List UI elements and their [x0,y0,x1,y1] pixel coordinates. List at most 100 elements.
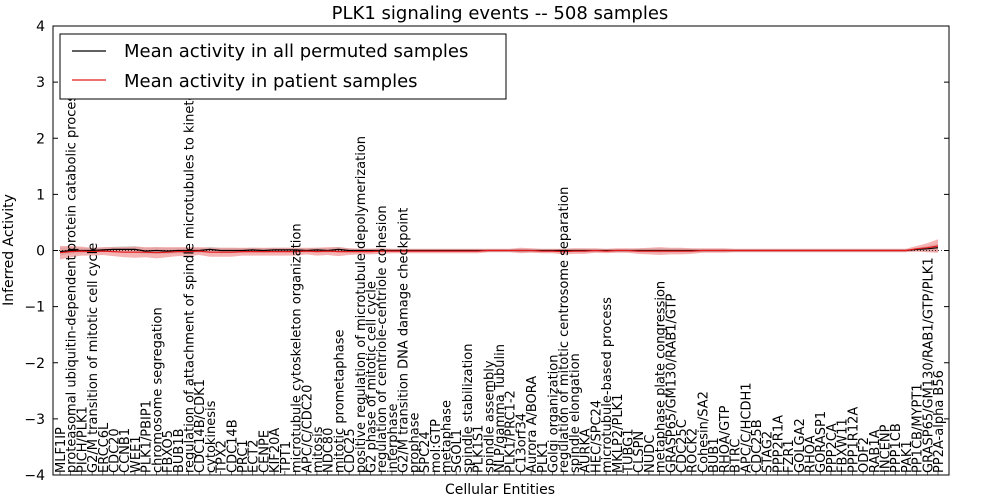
x-tick-label: NDC80 [322,428,337,473]
legend-label-patient: Mean activity in patient samples [124,71,418,92]
x-tick-label: spindle assembly [482,360,497,473]
x-tick-label: AURKA [579,428,594,473]
legend-label-permuted: Mean activity in all permuted samples [124,41,468,62]
x-tick-label: GORASP1 [814,411,829,473]
x-tick-label: KIF20A [268,428,283,473]
x-tick-label: G2 phase of mitotic cell cycle [365,281,380,473]
x-tick-label: TPX2 [215,440,230,474]
x-tick-label: TPT1 [279,441,294,474]
x-tick-label: C13orf34 [514,413,529,473]
x-tick-label: PRC1 [236,439,251,473]
x-tick-label: FBXW11 [836,418,851,473]
x-tick-label: APC/C/HCDH1 [739,382,754,473]
x-tick-label: ROCK2 [686,428,701,473]
y-tick-label: −1 [24,300,45,316]
x-tick-label: NLP/gamma Tubulin [493,344,508,473]
y-axis-label: Inferred Activity [1,194,17,306]
x-tick-label: microtubule cytoskeleton organization [290,223,305,473]
y-axis: 4 3 2 1 0 −1 −2 −3 −4 [24,19,949,484]
x-tick-label: ECT2 [247,439,262,473]
x-tick-label: CDC14B [225,419,240,473]
x-tick-label: PPP1CB [889,423,904,473]
x-tick-label: CDC25B [750,419,765,473]
x-tick-label: RHOA [804,435,819,473]
x-tick-label: MLF1IP [54,427,69,473]
x-tick-label: BUB1B [172,428,187,473]
x-tick-label: positive regulation of microtubule depol… [354,136,369,473]
x-tick-label: G2/M transition of mitotic cell cycle [86,243,101,473]
x-tick-label: PLK1/PRC1-2 [504,390,519,473]
x-tick-label: CENPE [257,430,272,473]
plot-area [53,239,949,260]
y-tick-label: −3 [24,412,45,428]
x-tick-label: PLK1/PBIP1 [140,400,155,473]
y-tick-label: −4 [24,468,45,484]
x-tick-label: RHOA/GTP [718,405,733,473]
x-tick-label: regulation of centriole-centriole cohesi… [375,205,390,473]
x-tick-label: mitosis [311,426,326,473]
x-tick-label: spindle stabilization [461,344,476,474]
x-tick-label: ERCC6L [97,422,112,473]
x-tick-label: NUDC [643,435,658,473]
x-tick-label: SGOL1 [450,429,465,473]
x-tick-label: PICH/PLK1 [75,406,90,473]
x-tick-label: FZR1 [782,439,797,473]
x-tick-label: GRASP65/GM130/RAB1/GTP/PLK1 [921,257,936,473]
x-tick-label: Golgi organization [547,355,562,473]
x-tick-label: interphase [386,403,401,473]
x-tick-label: GRASP65/GM130/RAB1/GTP [664,294,679,473]
y-tick-label: 0 [36,244,45,260]
legend: Mean activity in all permuted samples Me… [59,33,507,100]
x-tick-label: BUB1 [707,437,722,473]
y-tick-label: −2 [24,356,45,372]
x-tick-label: HEC/SPC24 [589,400,604,473]
x-tick-label: mitotic prometaphase [332,329,347,473]
x-tick-label: CLSPN [632,431,647,473]
x-tick-label: APC/C/CDC20 [300,385,315,473]
x-tick-label: regulation of attachment of spindle micr… [183,56,198,473]
x-tick-label: metaphase plate congression [654,281,669,473]
x-tick-label: Aurora A/BORA [525,376,540,473]
x-tick-label: CCNB1 [118,428,133,473]
x-tick-label: PLK1S1 [472,425,487,473]
x-tick-label: Cohesin/SA2 [696,391,711,473]
x-tick-label: PLK1 [536,441,551,473]
x-tick-label: metaphase [440,400,455,473]
x-tick-label: proteasomal ubiquitin-dependent protein … [65,88,80,473]
x-tick-label: CDC20 [108,428,123,473]
x-tick-label: ODF2 [857,437,872,473]
y-tick-label: 2 [36,131,45,147]
x-tick-label: CDC25 [343,428,358,473]
series-line-patient [59,245,939,254]
x-tick-label: PPP2R1A [771,415,786,473]
x-tick-label: G2/M transition DNA damage checkpoint [397,208,412,473]
x-tick-label: STAG2 [761,431,776,473]
y-tick-label: 4 [36,19,45,35]
x-tick-label: GOLGA2 [793,418,808,473]
x-tick-label: PP2A-alpha B56 [932,370,947,473]
x-tick-label: PPP2CA [825,423,840,473]
x-axis-label: Cellular Entities [445,482,555,498]
x-tick-label: CDC25C [675,419,690,473]
x-tick-label: chromosome segregation [150,307,165,473]
legend-box [59,33,507,100]
patient-confidence-band [60,239,938,260]
x-tick-label: TUBG1 [622,429,637,475]
x-tick-label: PP1CB/MYPT1 [911,383,926,473]
x-tick-label: mol:GTP [429,419,444,473]
x-tick-label: cytokinesis [204,400,219,473]
x-tick-label: regulation of mitotic centrosome separat… [557,187,572,473]
x-tick-label: SPC24 [418,431,433,473]
chart-title: PLK1 signaling events -- 508 samples [332,3,669,24]
x-tick-label: PAK1 [900,440,915,473]
x-tick-label: CDC14B/CDK1 [193,379,208,473]
x-tick-label: INCENP [879,424,894,473]
x-tick-label: BTRC [729,439,744,473]
y-tick-label: 3 [36,75,45,91]
x-tick-label: PPP1R12A [846,407,861,473]
x-tick-label: MKLP2/PLK1 [611,394,626,473]
x-tick-label: prophase [407,413,422,474]
